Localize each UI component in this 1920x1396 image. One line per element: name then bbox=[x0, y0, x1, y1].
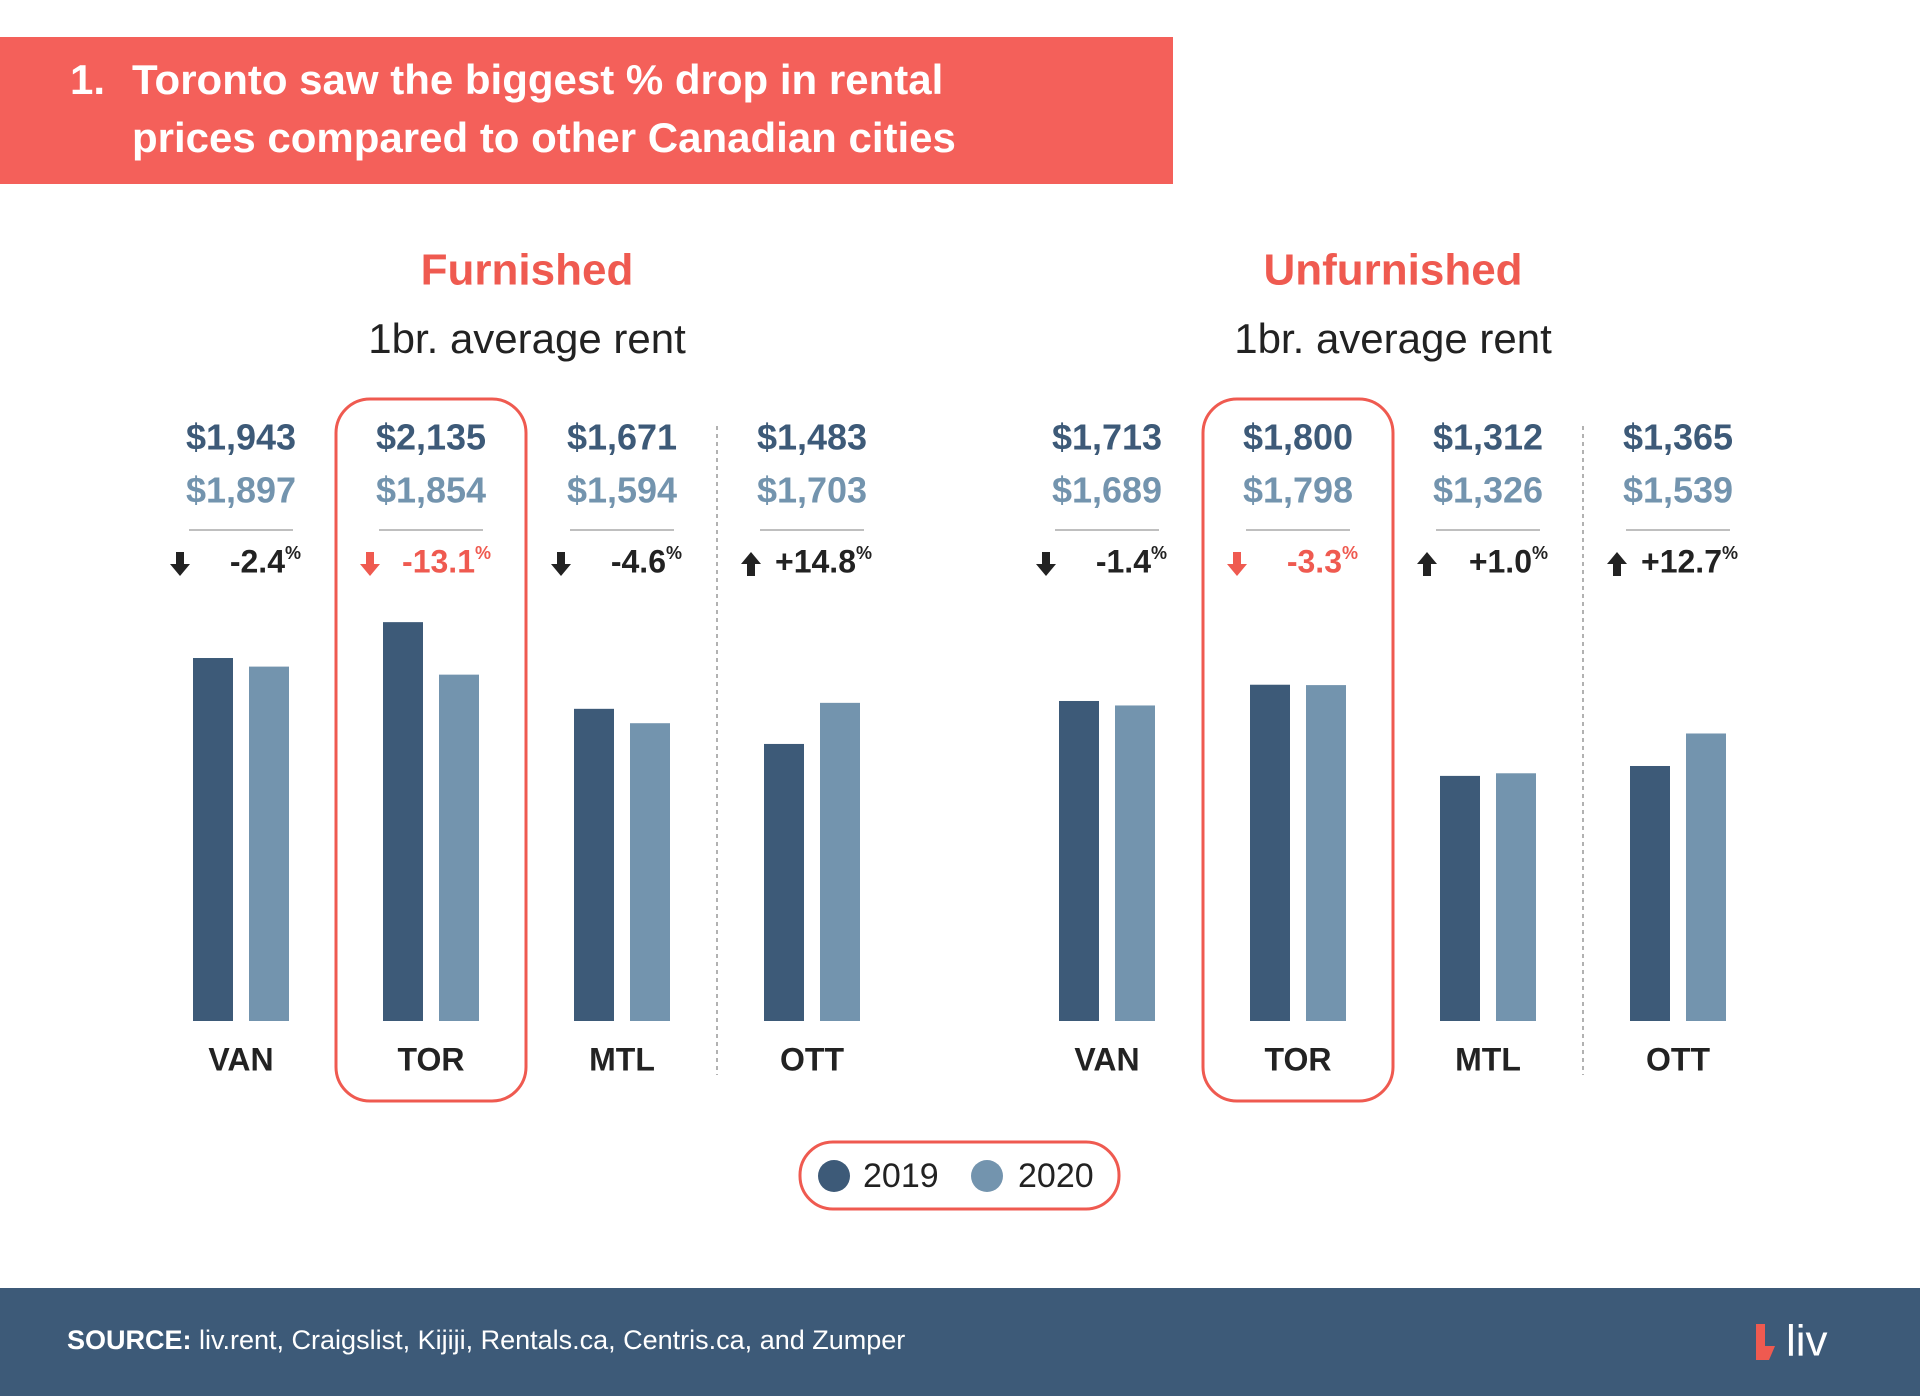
bar bbox=[249, 666, 289, 1021]
legend-box bbox=[798, 1140, 1121, 1211]
value-label: $1,897 bbox=[186, 470, 296, 511]
value-label: $1,671 bbox=[567, 417, 677, 458]
value-label: $1,312 bbox=[1433, 417, 1543, 458]
x-tick-label: VAN bbox=[1074, 1041, 1139, 1077]
bar bbox=[820, 702, 860, 1021]
header-number: 1. bbox=[70, 56, 105, 103]
arrow bbox=[170, 552, 190, 576]
value-label: $1,483 bbox=[757, 417, 867, 458]
brand: liv bbox=[1786, 1317, 1828, 1366]
chart-subtitle: 1br. average rent bbox=[1234, 315, 1552, 362]
arrow bbox=[1607, 552, 1627, 576]
arrow bbox=[360, 552, 380, 576]
change-unit: % bbox=[1532, 543, 1548, 563]
arrow bbox=[741, 552, 761, 576]
arrow bbox=[1417, 552, 1437, 576]
bar bbox=[1059, 700, 1099, 1021]
bar bbox=[383, 622, 423, 1021]
legend-swatch bbox=[971, 1160, 1003, 1192]
change-unit: % bbox=[285, 543, 301, 563]
change-label: -1.4% bbox=[1096, 543, 1167, 580]
change-unit: % bbox=[1342, 543, 1358, 563]
bar bbox=[764, 743, 804, 1021]
highlight-box bbox=[334, 397, 528, 1103]
change-unit: % bbox=[1722, 543, 1738, 563]
value-label: $1,943 bbox=[186, 417, 296, 458]
bar bbox=[193, 658, 233, 1021]
value-label: $1,326 bbox=[1433, 470, 1543, 511]
source-text: liv.rent, Craigslist, Kijiji, Rentals.ca… bbox=[199, 1325, 905, 1355]
source-label: SOURCE: bbox=[67, 1325, 192, 1355]
value-label: $1,365 bbox=[1623, 417, 1733, 458]
value-label: $2,135 bbox=[376, 417, 486, 458]
change-unit: % bbox=[1151, 543, 1167, 563]
legend-label: 2019 bbox=[863, 1157, 939, 1195]
value-label: $1,798 bbox=[1243, 470, 1353, 511]
change-label: +14.8% bbox=[775, 543, 872, 580]
value-label: $1,594 bbox=[567, 470, 677, 511]
highlight-box bbox=[1201, 397, 1395, 1103]
footer-band bbox=[0, 1288, 1920, 1396]
bar bbox=[1250, 684, 1290, 1021]
bar bbox=[439, 674, 479, 1021]
bar bbox=[1306, 685, 1346, 1021]
value-label: $1,800 bbox=[1243, 417, 1353, 458]
chart-title: Furnished bbox=[421, 246, 634, 295]
header-title: Toronto saw the biggest % drop in rental bbox=[132, 56, 943, 103]
x-tick-label: VAN bbox=[208, 1041, 273, 1077]
x-tick-label: MTL bbox=[589, 1041, 655, 1077]
x-tick-label: TOR bbox=[1265, 1041, 1332, 1077]
change-label: +1.0% bbox=[1469, 543, 1548, 580]
x-tick-label: OTT bbox=[780, 1041, 844, 1077]
change-label: -13.1% bbox=[402, 543, 491, 580]
logo-icon bbox=[1756, 1324, 1775, 1360]
value-label: $1,713 bbox=[1052, 417, 1162, 458]
bar bbox=[1496, 773, 1536, 1021]
change-label: +12.7% bbox=[1641, 543, 1738, 580]
bar bbox=[630, 723, 670, 1021]
bar bbox=[1115, 705, 1155, 1021]
arrow bbox=[551, 552, 571, 576]
legend-label: 2020 bbox=[1018, 1157, 1094, 1195]
legend-swatch bbox=[818, 1160, 850, 1192]
value-label: $1,854 bbox=[376, 470, 486, 511]
value-label: $1,703 bbox=[757, 470, 867, 511]
value-label: $1,539 bbox=[1623, 470, 1733, 511]
value-label: $1,689 bbox=[1052, 470, 1162, 511]
x-tick-label: OTT bbox=[1646, 1041, 1710, 1077]
change-unit: % bbox=[856, 543, 872, 563]
bar bbox=[1440, 775, 1480, 1021]
change-unit: % bbox=[666, 543, 682, 563]
chart-title: Unfurnished bbox=[1263, 246, 1522, 295]
header-band bbox=[0, 37, 1173, 184]
bar bbox=[1686, 733, 1726, 1021]
change-label: -2.4% bbox=[230, 543, 301, 580]
bar bbox=[1630, 765, 1670, 1021]
header-title: prices compared to other Canadian cities bbox=[132, 114, 956, 161]
source: SOURCE: liv.rent, Craigslist, Kijiji, Re… bbox=[67, 1325, 905, 1355]
change-label: -4.6% bbox=[611, 543, 682, 580]
x-tick-label: TOR bbox=[398, 1041, 465, 1077]
arrow bbox=[1227, 552, 1247, 576]
chart-subtitle: 1br. average rent bbox=[368, 315, 686, 362]
change-label: -3.3% bbox=[1287, 543, 1358, 580]
x-tick-label: MTL bbox=[1455, 1041, 1521, 1077]
change-unit: % bbox=[475, 543, 491, 563]
arrow bbox=[1036, 552, 1056, 576]
bar bbox=[574, 708, 614, 1021]
